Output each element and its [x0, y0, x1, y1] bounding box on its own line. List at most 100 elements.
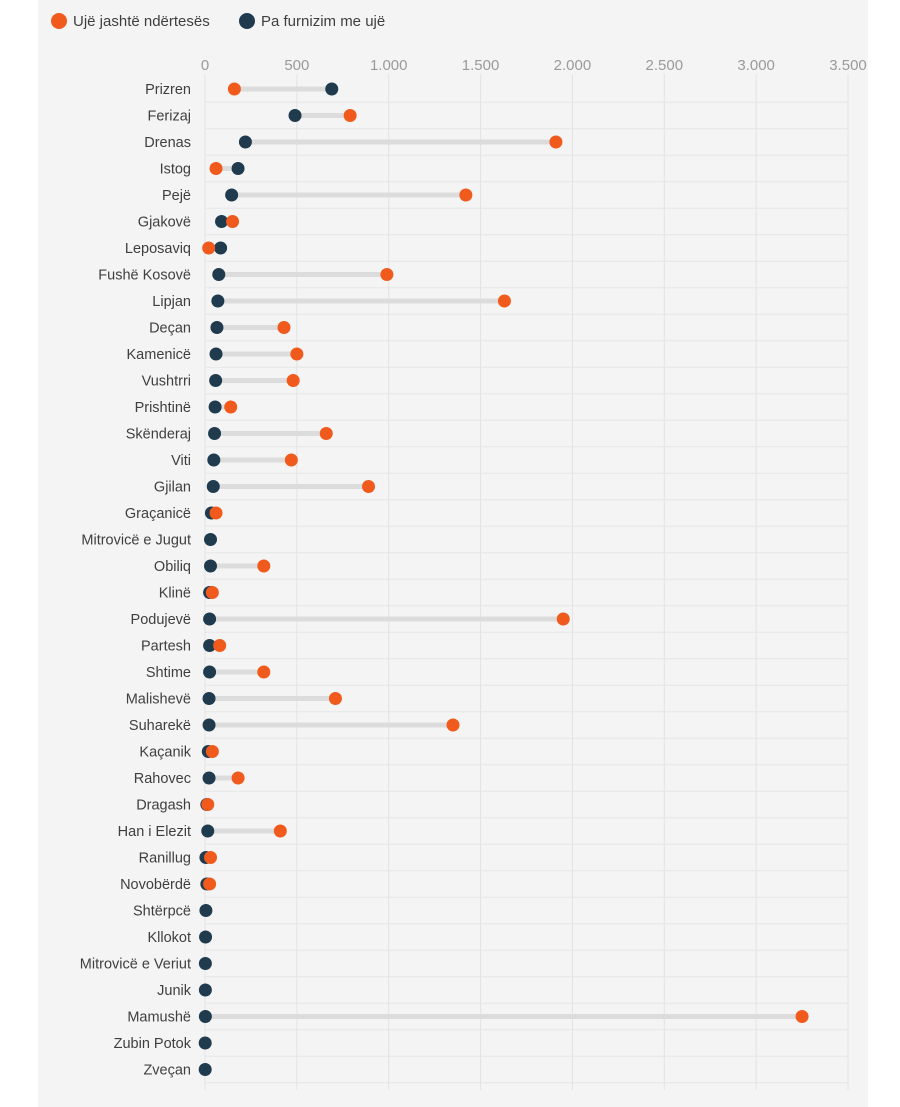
point-pa-furnizim — [199, 930, 213, 944]
x-tick-label-1000: 1.000 — [370, 57, 408, 74]
point-uje-jashte — [201, 798, 215, 811]
category-label: Istog — [160, 162, 191, 178]
point-pa-furnizim — [202, 771, 216, 785]
category-label: Graçanicë — [125, 506, 191, 522]
point-uje-jashte — [273, 824, 287, 838]
category-label: Obiliq — [154, 559, 191, 575]
point-pa-furnizim — [208, 400, 222, 414]
chart-row: Vushtrri — [142, 374, 848, 395]
chart-row: Ferizaj — [147, 109, 848, 130]
point-pa-furnizim — [204, 559, 218, 573]
point-pa-furnizim — [201, 824, 215, 838]
chart-row: Prishtinë — [135, 400, 848, 421]
chart-row: Istog — [160, 162, 848, 183]
chart-row: Viti — [171, 453, 848, 474]
category-label: Kllokot — [147, 930, 191, 946]
chart-row: Zveçan — [143, 1063, 848, 1084]
chart-row: Skënderaj — [126, 427, 848, 448]
point-pa-furnizim — [203, 639, 217, 652]
point-uje-jashte — [213, 639, 227, 652]
category-label: Pejë — [162, 188, 191, 204]
chart-row: Deçan — [149, 321, 848, 342]
chart-row: Han i Elezit — [118, 824, 848, 845]
point-uje-jashte — [556, 612, 570, 626]
category-label: Prishtinë — [135, 400, 191, 416]
point-pa-furnizim — [198, 1010, 212, 1023]
point-pa-furnizim — [225, 188, 239, 202]
x-tick-label-2500: 2.500 — [646, 57, 684, 74]
point-uje-jashte — [446, 718, 460, 732]
point-uje-jashte — [795, 1010, 809, 1023]
point-uje-jashte — [257, 665, 271, 679]
point-uje-jashte — [209, 162, 223, 175]
chart-row: Prizren — [145, 82, 848, 103]
point-pa-furnizim — [212, 268, 226, 281]
chart-row: Drenas — [144, 135, 848, 156]
category-label: Drenas — [144, 135, 191, 151]
chart-row: Dragash — [136, 798, 848, 819]
point-pa-furnizim — [238, 135, 252, 149]
legend-label-outside: Ujë jashtë ndërtesës — [73, 13, 210, 30]
point-uje-jashte — [549, 135, 563, 149]
chart-row: Kllokot — [147, 930, 848, 951]
chart-rows: Prizren Ferizaj Drenas Istog Pejë Gjakovë Lepo… — [80, 82, 848, 1084]
point-pa-furnizim — [204, 533, 218, 546]
chart-row: Mamushë — [127, 1010, 848, 1031]
category-label: Prizren — [145, 82, 191, 98]
category-label: Skënderaj — [126, 427, 191, 443]
point-uje-jashte — [497, 294, 511, 308]
point-uje-jashte — [231, 771, 245, 785]
chart-row: Gjilan — [154, 480, 848, 501]
point-uje-jashte — [209, 506, 223, 520]
chart-row: Novobërdë — [120, 877, 848, 898]
chart-row: Fushë Kosovë — [98, 268, 848, 289]
category-label: Zubin Potok — [114, 1036, 192, 1052]
category-label: Vushtrri — [142, 374, 191, 390]
x-tick-label-3500: 3.500 — [829, 57, 867, 74]
category-label: Gjilan — [154, 480, 191, 496]
category-label: Mitrovicë e Jugut — [81, 533, 191, 549]
point-uje-jashte — [277, 321, 291, 334]
point-pa-furnizim — [206, 480, 220, 493]
chart-row: Klinë — [159, 586, 848, 607]
category-label: Shtërpcë — [133, 904, 191, 920]
chart-row: Lipjan — [152, 294, 848, 315]
x-tick-label-500: 500 — [284, 57, 309, 74]
x-axis-ticks: 0 500 1.000 1.500 2.000 2.500 3.000 3.500 — [201, 57, 867, 74]
point-pa-furnizim — [202, 718, 216, 732]
point-pa-furnizim — [198, 1036, 212, 1050]
point-uje-jashte — [204, 851, 218, 864]
point-uje-jashte — [227, 82, 241, 96]
chart-row: Kamenicë — [127, 347, 848, 368]
legend-marker-none — [239, 13, 255, 29]
x-tick-label-3000: 3.000 — [737, 57, 775, 74]
category-label: Viti — [171, 453, 191, 469]
point-uje-jashte — [226, 215, 240, 228]
point-uje-jashte — [319, 427, 333, 440]
point-pa-furnizim — [198, 1063, 212, 1076]
point-uje-jashte — [205, 745, 219, 758]
chart-row: Shtime — [146, 665, 848, 686]
point-uje-jashte — [328, 692, 342, 705]
chart-row: Mitrovicë e Veriut — [80, 957, 848, 978]
point-uje-jashte — [224, 400, 238, 414]
category-label: Ferizaj — [147, 109, 191, 125]
category-label: Deçan — [149, 321, 191, 337]
category-label: Mitrovicë e Veriut — [80, 957, 191, 973]
chart-row: Kaçanik — [139, 745, 848, 766]
chart-row: Graçanicë — [125, 506, 848, 527]
chart-row: Pejë — [162, 188, 848, 209]
point-pa-furnizim — [325, 82, 339, 96]
chart-row: Zubin Potok — [114, 1036, 848, 1057]
point-uje-jashte — [286, 374, 300, 387]
legend: Ujë jashtë ndërtesës Pa furnizim me ujë — [51, 13, 385, 30]
chart-row: Rahovec — [134, 771, 848, 792]
point-uje-jashte — [362, 480, 376, 493]
point-uje-jashte — [205, 586, 219, 599]
category-label: Malishevë — [126, 692, 191, 708]
category-label: Fushë Kosovë — [98, 268, 191, 284]
category-label: Partesh — [141, 639, 191, 655]
chart-row: Suharekë — [129, 718, 848, 739]
category-label: Ranillug — [139, 851, 191, 867]
